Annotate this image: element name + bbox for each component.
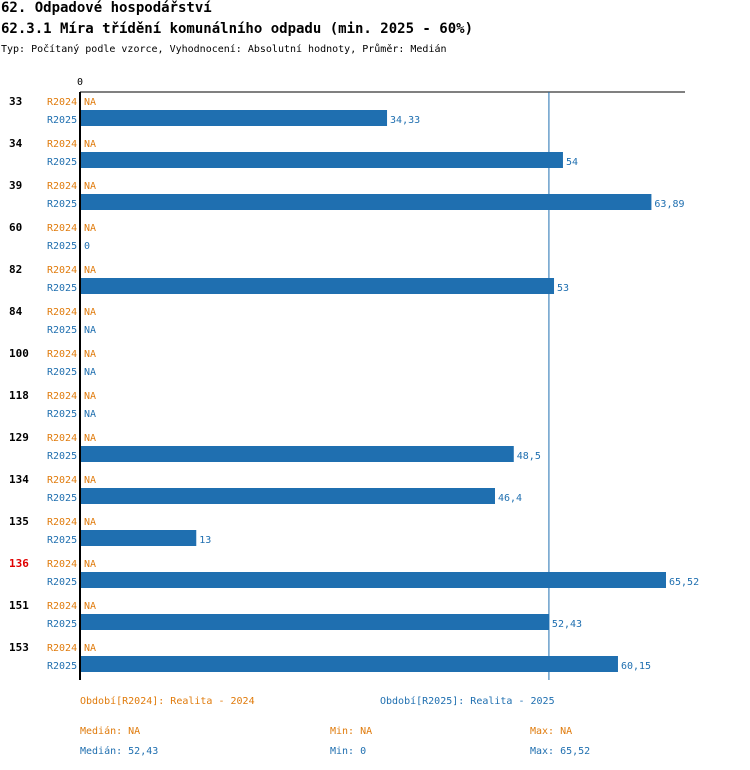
legend-r2025-max: Max: 65,52 bbox=[530, 746, 591, 757]
series-label-r2024: R2024 bbox=[47, 181, 77, 192]
bar-r2025 bbox=[80, 572, 666, 588]
category-label: 135 bbox=[9, 515, 29, 528]
value-label-r2024: NA bbox=[84, 601, 96, 612]
value-label-r2024: NA bbox=[84, 643, 96, 654]
value-label-r2025: 0 bbox=[84, 241, 90, 252]
axis-zero-label: 0 bbox=[77, 77, 83, 88]
value-label-r2025: 48,5 bbox=[517, 451, 541, 462]
series-label-r2025: R2025 bbox=[47, 241, 77, 252]
legend-r2024-median: Medián: NA bbox=[80, 726, 141, 737]
bar-r2025 bbox=[80, 278, 555, 294]
category-label: 151 bbox=[9, 599, 29, 612]
series-label-r2024: R2024 bbox=[47, 97, 77, 108]
series-label-r2024: R2024 bbox=[47, 433, 77, 444]
value-label-r2024: NA bbox=[84, 223, 96, 234]
value-label-r2024: NA bbox=[84, 391, 96, 402]
series-label-r2024: R2024 bbox=[47, 601, 77, 612]
series-label-r2025: R2025 bbox=[47, 325, 77, 336]
series-label-r2024: R2024 bbox=[47, 475, 77, 486]
category-label: 136 bbox=[9, 557, 29, 570]
bar-r2025 bbox=[80, 152, 563, 168]
value-label-r2025: 63,89 bbox=[654, 199, 684, 210]
value-label-r2024: NA bbox=[84, 139, 96, 150]
series-label-r2024: R2024 bbox=[47, 349, 77, 360]
category-label: 39 bbox=[9, 179, 22, 192]
value-label-r2024: NA bbox=[84, 433, 96, 444]
value-label-r2025: NA bbox=[84, 409, 96, 420]
series-label-r2025: R2025 bbox=[47, 451, 77, 462]
bar-r2025 bbox=[80, 194, 652, 210]
category-label: 134 bbox=[9, 473, 29, 486]
value-label-r2025: 54 bbox=[566, 157, 578, 168]
series-label-r2025: R2025 bbox=[47, 409, 77, 420]
series-label-r2025: R2025 bbox=[47, 535, 77, 546]
category-label: 33 bbox=[9, 95, 22, 108]
value-label-r2025: 46,4 bbox=[498, 493, 522, 504]
legend-r2025-period: Období[R2025]: Realita - 2025 bbox=[380, 696, 555, 707]
series-label-r2025: R2025 bbox=[47, 199, 77, 210]
value-label-r2025: NA bbox=[84, 367, 96, 378]
series-label-r2025: R2025 bbox=[47, 493, 77, 504]
series-label-r2025: R2025 bbox=[47, 367, 77, 378]
category-label: 34 bbox=[9, 137, 23, 150]
bar-r2025 bbox=[80, 656, 618, 672]
series-label-r2024: R2024 bbox=[47, 223, 77, 234]
category-label: 129 bbox=[9, 431, 29, 444]
legend-r2024-period: Období[R2024]: Realita - 2024 bbox=[80, 696, 255, 707]
chart-meta: Typ: Počítaný podle vzorce, Vyhodnocení:… bbox=[1, 44, 447, 55]
value-label-r2025: NA bbox=[84, 325, 96, 336]
value-label-r2024: NA bbox=[84, 181, 96, 192]
category-label: 100 bbox=[9, 347, 29, 360]
value-label-r2025: 13 bbox=[199, 535, 211, 546]
value-label-r2024: NA bbox=[84, 265, 96, 276]
legend-r2024-min: Min: NA bbox=[330, 726, 373, 737]
category-label: 60 bbox=[9, 221, 22, 234]
bar-r2025 bbox=[80, 488, 495, 504]
series-label-r2025: R2025 bbox=[47, 157, 77, 168]
series-label-r2025: R2025 bbox=[47, 577, 77, 588]
bar-r2025 bbox=[80, 110, 388, 126]
bar-r2025 bbox=[80, 446, 514, 462]
legend-r2025-median: Medián: 52,43 bbox=[80, 746, 159, 757]
series-label-r2024: R2024 bbox=[47, 643, 77, 654]
section-title: 62. Odpadové hospodářství bbox=[1, 0, 212, 16]
series-label-r2024: R2024 bbox=[47, 307, 77, 318]
legend-r2024-max: Max: NA bbox=[530, 726, 573, 737]
category-label: 118 bbox=[9, 389, 29, 402]
value-label-r2024: NA bbox=[84, 97, 96, 108]
value-label-r2025: 60,15 bbox=[621, 661, 651, 672]
series-label-r2024: R2024 bbox=[47, 559, 77, 570]
value-label-r2024: NA bbox=[84, 475, 96, 486]
category-label: 84 bbox=[9, 305, 23, 318]
series-label-r2025: R2025 bbox=[47, 115, 77, 126]
indicator-title: 62.3.1 Míra třídění komunálního odpadu (… bbox=[1, 21, 474, 37]
value-label-r2024: NA bbox=[84, 349, 96, 360]
category-label: 82 bbox=[9, 263, 22, 276]
value-label-r2025: 53 bbox=[557, 283, 569, 294]
bar-r2025 bbox=[80, 530, 197, 546]
series-label-r2024: R2024 bbox=[47, 391, 77, 402]
bar-chart: 0 33 R2024 NA R2025 34,33 34 R2024 NA R2025 54 39 R2… bbox=[9, 77, 699, 680]
series-label-r2025: R2025 bbox=[47, 283, 77, 294]
value-label-r2025: 52,43 bbox=[552, 619, 582, 630]
series-label-r2024: R2024 bbox=[47, 139, 77, 150]
series-label-r2024: R2024 bbox=[47, 265, 77, 276]
value-label-r2025: 34,33 bbox=[390, 115, 420, 126]
value-label-r2024: NA bbox=[84, 517, 96, 528]
bar-r2025 bbox=[80, 614, 549, 630]
value-label-r2025: 65,52 bbox=[669, 577, 699, 588]
series-label-r2025: R2025 bbox=[47, 661, 77, 672]
category-label: 153 bbox=[9, 641, 29, 654]
series-label-r2025: R2025 bbox=[47, 619, 77, 630]
legend-r2025-min: Min: 0 bbox=[330, 746, 367, 757]
value-label-r2024: NA bbox=[84, 559, 96, 570]
series-label-r2024: R2024 bbox=[47, 517, 77, 528]
value-label-r2024: NA bbox=[84, 307, 96, 318]
